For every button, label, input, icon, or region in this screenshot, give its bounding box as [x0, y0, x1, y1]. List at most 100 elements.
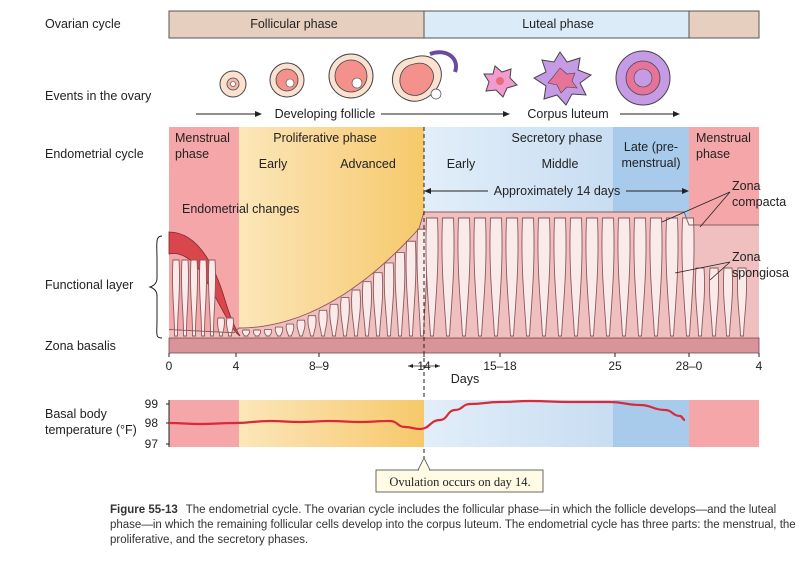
uterine-gland	[505, 217, 519, 337]
uterine-gland	[383, 262, 395, 337]
uterine-gland	[242, 329, 250, 337]
basal-temperature-line	[168, 399, 686, 431]
uterine-gland	[473, 217, 487, 337]
uterine-gland	[180, 259, 190, 337]
zona-spongiosa-pointer-1	[674, 261, 731, 274]
uterine-gland	[340, 297, 350, 337]
uterine-gland	[585, 217, 599, 337]
uterine-gland	[633, 217, 647, 337]
figure-caption: Figure 55-13 The endometrial cycle. The o…	[110, 503, 800, 548]
endometrial-changes-label: Endometrial changes	[182, 202, 299, 216]
uterine-gland	[601, 217, 615, 337]
zona-compacta-pointer-2	[699, 191, 731, 228]
row-label-bbt-1: Basal body	[45, 407, 108, 421]
row-label-zona-basalis: Zona basalis	[45, 339, 116, 353]
uterine-gland	[649, 217, 663, 337]
uterine-gland	[351, 289, 361, 337]
uterine-gland	[695, 267, 705, 337]
next-follicular-bar	[688, 10, 760, 39]
zona-spongiosa-label-1: Zona	[732, 250, 761, 264]
luteal-phase-label: Luteal phase	[522, 17, 594, 31]
endometrial-tissue	[168, 211, 759, 338]
day-tick-label: 25	[608, 359, 622, 373]
temp-secretory	[424, 400, 613, 447]
late-premenstrual-label-1: Late (pre-	[624, 140, 678, 154]
uterine-gland	[553, 217, 567, 337]
menstrual-phase-label-end-2: phase	[696, 147, 730, 161]
menstrual-phase-label-start-1: Menstrual	[175, 131, 230, 145]
uterine-gland	[296, 319, 306, 337]
uterine-gland	[307, 315, 317, 337]
uterine-gland	[425, 217, 439, 337]
temperature-axis: 99 98 97	[145, 397, 170, 451]
ovulation-callout-box	[375, 469, 544, 493]
uterine-gland	[737, 267, 747, 337]
day-tick-label: 8–9	[309, 359, 329, 373]
row-label-ovarian-cycle: Ovarian cycle	[45, 17, 121, 31]
uterine-gland	[537, 217, 551, 337]
uterine-gland	[521, 217, 535, 337]
middle-secretory-label: Middle	[542, 157, 579, 171]
advanced-proliferative-label: Advanced	[340, 157, 396, 171]
functional-layer-brace	[148, 235, 163, 339]
day-axis: 0 4 8–9 14 15–18 25 28–0 4	[166, 353, 763, 373]
secretory-phase-label: Secretory phase	[511, 131, 602, 145]
day-tick-label: 28–0	[676, 359, 703, 373]
uterine-gland	[171, 259, 181, 337]
day-tick-label: 4	[756, 359, 763, 373]
uterine-gland	[274, 326, 284, 337]
uterine-gland	[617, 217, 631, 337]
corpus-luteum-label: Corpus luteum	[527, 107, 608, 121]
uterine-gland	[681, 217, 695, 337]
zona-spongiosa-label-2: spongiosa	[732, 266, 789, 280]
uterine-gland	[489, 217, 503, 337]
temp-tick-label: 99	[145, 397, 159, 411]
figure-number: Figure 55-13	[110, 504, 178, 516]
uterine-gland	[217, 317, 225, 337]
uterine-gland	[207, 259, 217, 337]
follicle-stage-4-ovulating	[391, 50, 459, 102]
temp-advanced-prolif	[317, 400, 424, 447]
proliferative-phase-label: Proliferative phase	[273, 131, 377, 145]
uterine-gland	[329, 303, 339, 337]
day-tick-label: 0	[166, 359, 173, 373]
ovulation-callout-text: Ovulation occurs on day 14.	[389, 475, 530, 489]
day-tick-label: 4	[233, 359, 240, 373]
corpus-luteum-stage-3	[615, 50, 671, 106]
row-label-bbt-2: temperature (°F)	[45, 423, 137, 437]
menstrual-phase-label-start-2: phase	[175, 147, 209, 161]
temp-tick-label: 97	[145, 437, 159, 451]
follicular-phase-label: Follicular phase	[250, 17, 338, 31]
temp-menstrual-end	[689, 400, 759, 447]
temp-early-prolif	[239, 400, 317, 447]
corpus-luteum-stage-1	[483, 65, 518, 98]
uterine-gland	[394, 252, 406, 337]
uterine-gland	[372, 272, 384, 337]
uterine-gland	[362, 281, 372, 337]
zona-basalis-band	[168, 337, 760, 354]
follicle-stage-2	[269, 62, 305, 98]
follicle-stage-3	[328, 53, 374, 99]
uterine-gland	[723, 267, 733, 337]
late-premenstrual-label-2: menstrual)	[621, 156, 680, 170]
luteal-phase-bar	[423, 10, 690, 39]
corpus-luteum-stage-2	[533, 51, 593, 106]
uterine-gland	[709, 267, 719, 337]
uterine-gland	[569, 217, 583, 337]
caption-text: The endometrial cycle. The ovarian cycle…	[110, 504, 796, 546]
uterine-gland	[198, 259, 208, 337]
early-secretory-label: Early	[447, 157, 476, 171]
zona-compacta-label-2: compacta	[732, 195, 786, 209]
follicular-phase-bar	[168, 10, 425, 39]
developing-follicle-label: Developing follicle	[275, 107, 376, 121]
zona-compacta-pointer-1	[661, 191, 731, 223]
row-label-events-in-ovary: Events in the ovary	[45, 89, 152, 103]
uterine-gland	[405, 240, 417, 337]
uterine-gland	[252, 329, 262, 337]
uterine-gland	[189, 259, 199, 337]
tissue-outline	[168, 211, 759, 334]
approx-14-days-label: Approximately 14 days	[494, 184, 620, 198]
row-label-endometrial-cycle: Endometrial cycle	[45, 147, 144, 161]
uterine-gland	[441, 217, 455, 337]
follicle-stage-1	[219, 70, 247, 98]
